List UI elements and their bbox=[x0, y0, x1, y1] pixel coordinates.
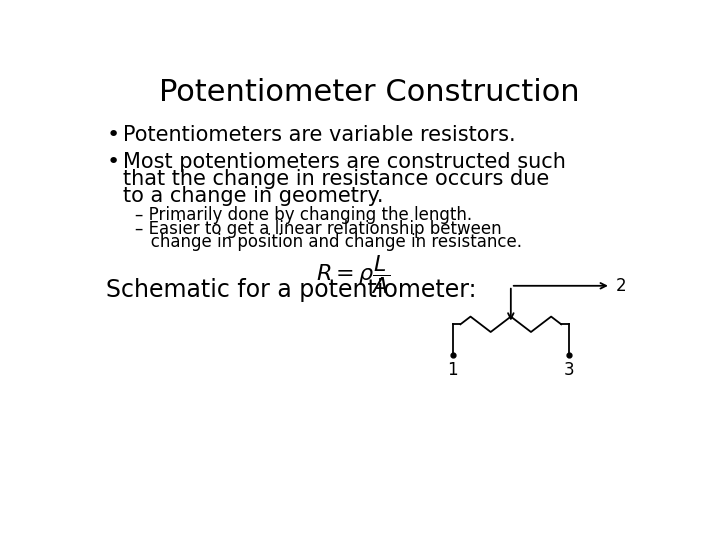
Text: Potentiometer Construction: Potentiometer Construction bbox=[158, 78, 580, 107]
Text: Schematic for a potentiometer:: Schematic for a potentiometer: bbox=[106, 279, 476, 302]
Text: 1: 1 bbox=[447, 361, 458, 379]
Text: to a change in geometry.: to a change in geometry. bbox=[122, 186, 383, 206]
Text: that the change in resistance occurs due: that the change in resistance occurs due bbox=[122, 168, 549, 189]
Text: 3: 3 bbox=[564, 361, 575, 379]
Text: – Easier to get a linear relationship between: – Easier to get a linear relationship be… bbox=[135, 220, 502, 238]
Text: Potentiometers are variable resistors.: Potentiometers are variable resistors. bbox=[122, 125, 516, 145]
Text: change in position and change in resistance.: change in position and change in resista… bbox=[135, 233, 522, 252]
Text: •: • bbox=[107, 125, 120, 145]
Text: $R=\rho\dfrac{L}{A}$: $R=\rho\dfrac{L}{A}$ bbox=[317, 253, 390, 296]
Text: •: • bbox=[107, 152, 120, 172]
Text: Most potentiometers are constructed such: Most potentiometers are constructed such bbox=[122, 152, 565, 172]
Text: – Primarily done by changing the length.: – Primarily done by changing the length. bbox=[135, 206, 472, 224]
Text: 2: 2 bbox=[616, 277, 627, 295]
